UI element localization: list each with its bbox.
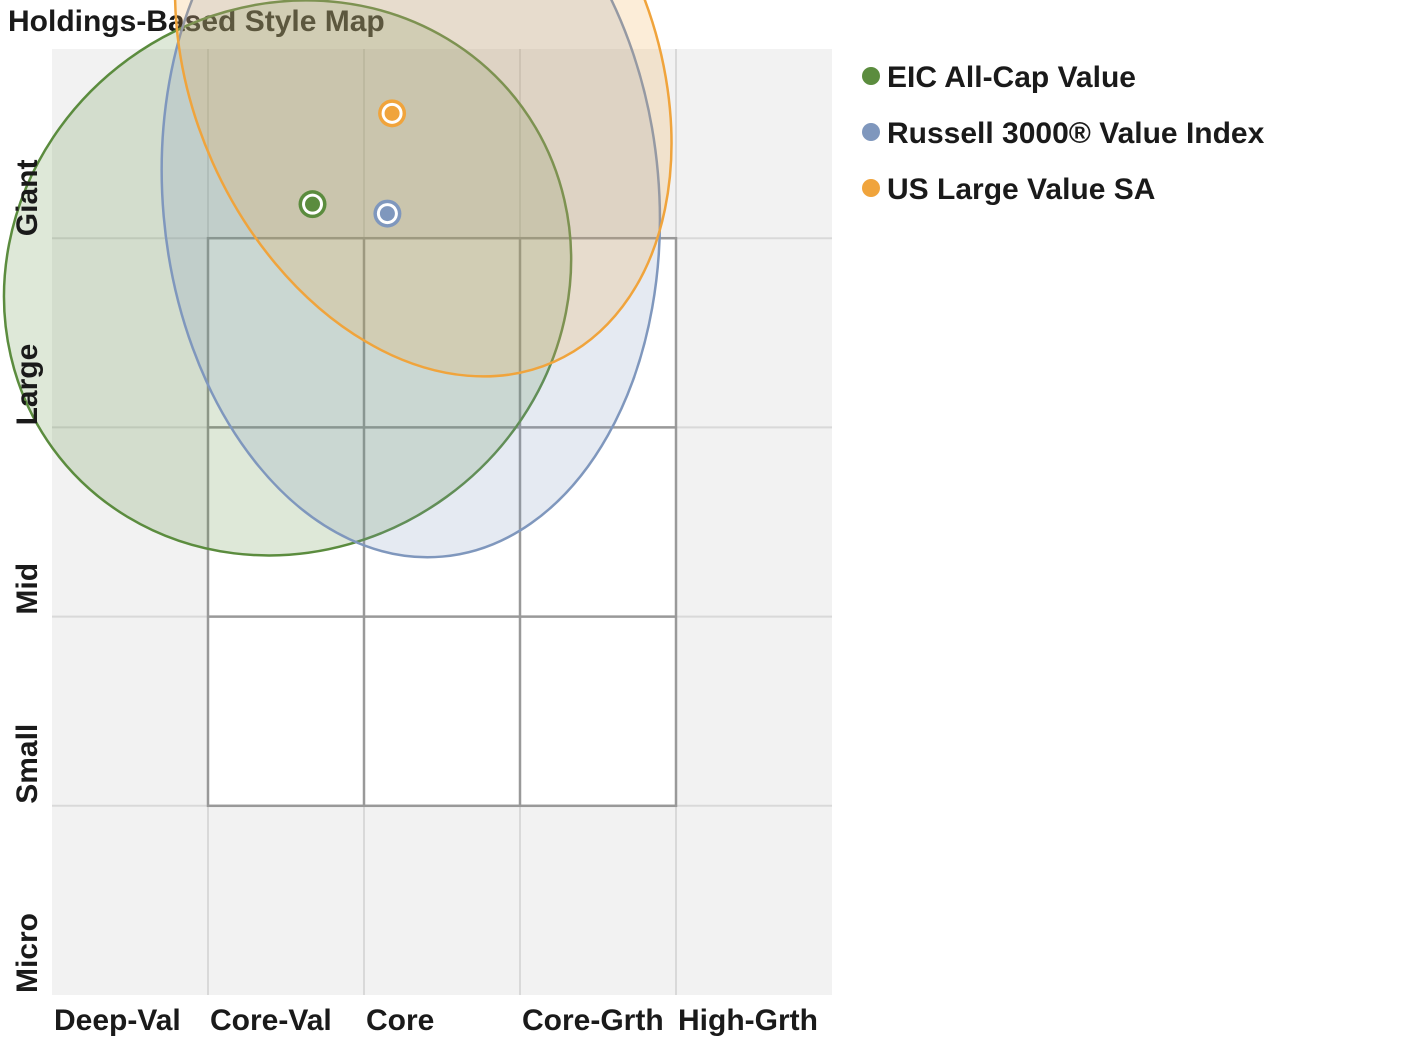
y-tick-label: Giant	[11, 160, 44, 237]
x-tick-label: Core-Grth	[522, 1004, 664, 1037]
y-tick-label: Large	[11, 344, 44, 426]
centroid-points	[298, 99, 407, 228]
legend-label: Russell 3000® Value Index	[887, 117, 1265, 150]
ownership-zone-ellipse	[160, 0, 662, 559]
legend-label: US Large Value SA	[887, 173, 1155, 206]
legend-marker	[862, 123, 880, 141]
y-tick-labels: Giant Large Mid Small Micro	[11, 160, 44, 993]
x-tick-label: Deep-Val	[54, 1004, 181, 1037]
zone-ellipses	[2, 0, 673, 559]
centroid-point	[379, 206, 395, 222]
x-tick-labels: Deep-Val Core-Val Core Core-Grth High-Grth	[54, 1004, 818, 1037]
ownership-zone-ellipse	[173, 0, 673, 378]
style-box-lines	[208, 238, 676, 806]
legend-marker	[862, 67, 880, 85]
centroid-point	[384, 105, 400, 121]
centroid-point	[305, 196, 321, 212]
legend-marker	[862, 179, 880, 197]
y-tick-label: Small	[11, 724, 44, 804]
x-tick-label: High-Grth	[678, 1004, 818, 1037]
legend-label: EIC All-Cap Value	[887, 61, 1136, 94]
y-tick-label: Micro	[11, 913, 44, 993]
legend: EIC All-Cap Value Russell 3000® Value Ind…	[862, 61, 1265, 206]
x-tick-label: Core-Val	[210, 1004, 332, 1037]
y-tick-label: Mid	[11, 563, 44, 615]
x-tick-label: Core	[366, 1004, 434, 1037]
